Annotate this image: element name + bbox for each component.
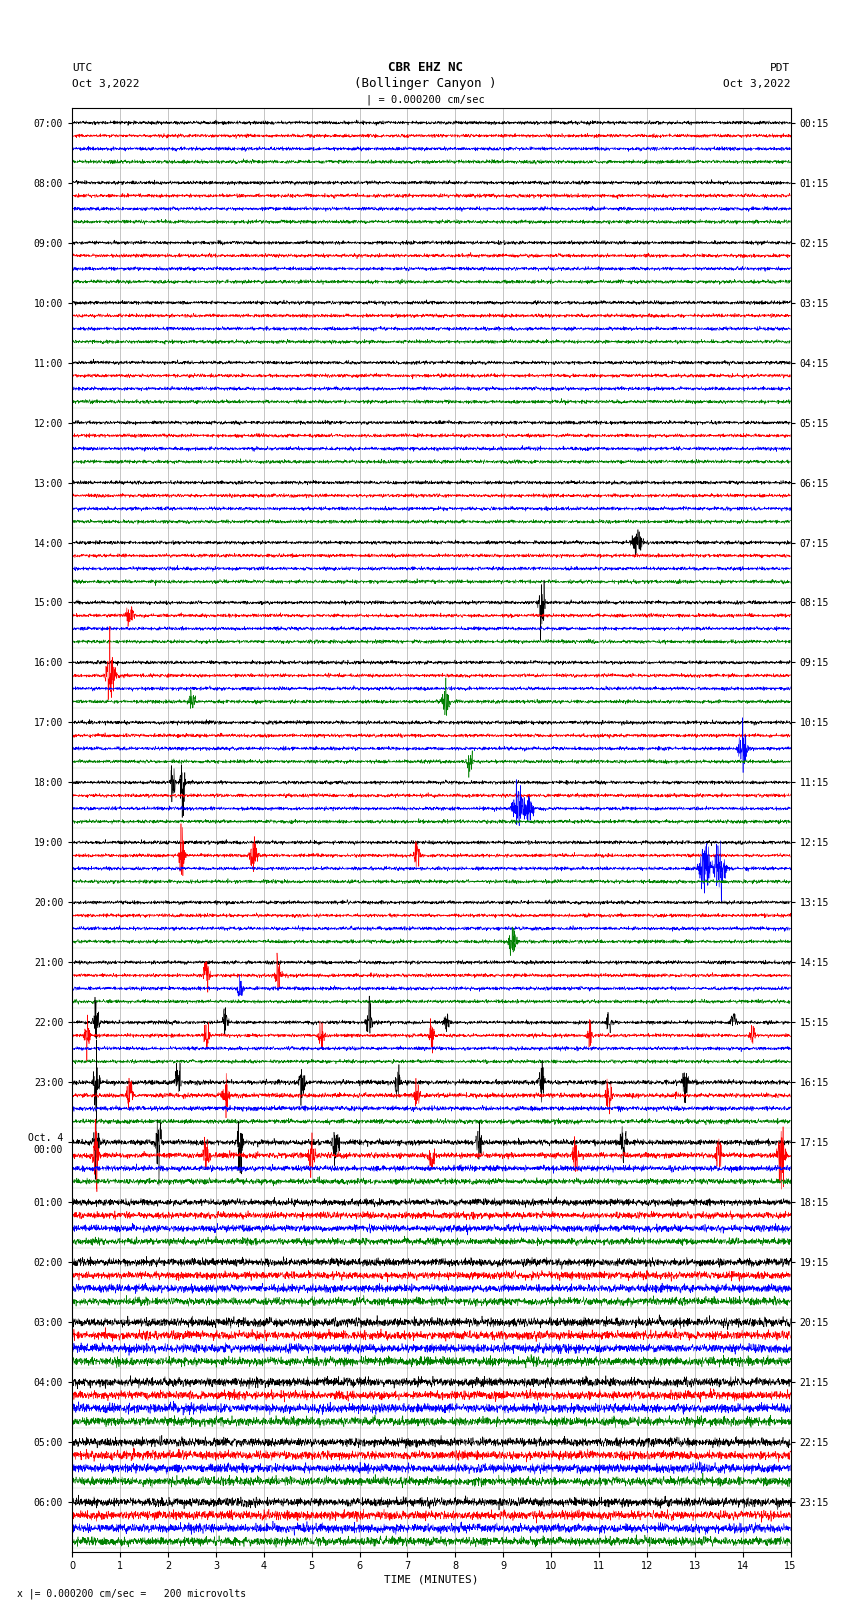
X-axis label: TIME (MINUTES): TIME (MINUTES) bbox=[384, 1574, 479, 1584]
Text: Oct 3,2022: Oct 3,2022 bbox=[723, 79, 791, 89]
Text: | = 0.000200 cm/sec: | = 0.000200 cm/sec bbox=[366, 95, 484, 105]
Text: x |= 0.000200 cm/sec =   200 microvolts: x |= 0.000200 cm/sec = 200 microvolts bbox=[17, 1589, 246, 1598]
Text: (Bollinger Canyon ): (Bollinger Canyon ) bbox=[354, 77, 496, 90]
Text: PDT: PDT bbox=[770, 63, 790, 73]
Text: Oct 3,2022: Oct 3,2022 bbox=[72, 79, 139, 89]
Text: CBR EHZ NC: CBR EHZ NC bbox=[388, 61, 462, 74]
Text: UTC: UTC bbox=[72, 63, 93, 73]
